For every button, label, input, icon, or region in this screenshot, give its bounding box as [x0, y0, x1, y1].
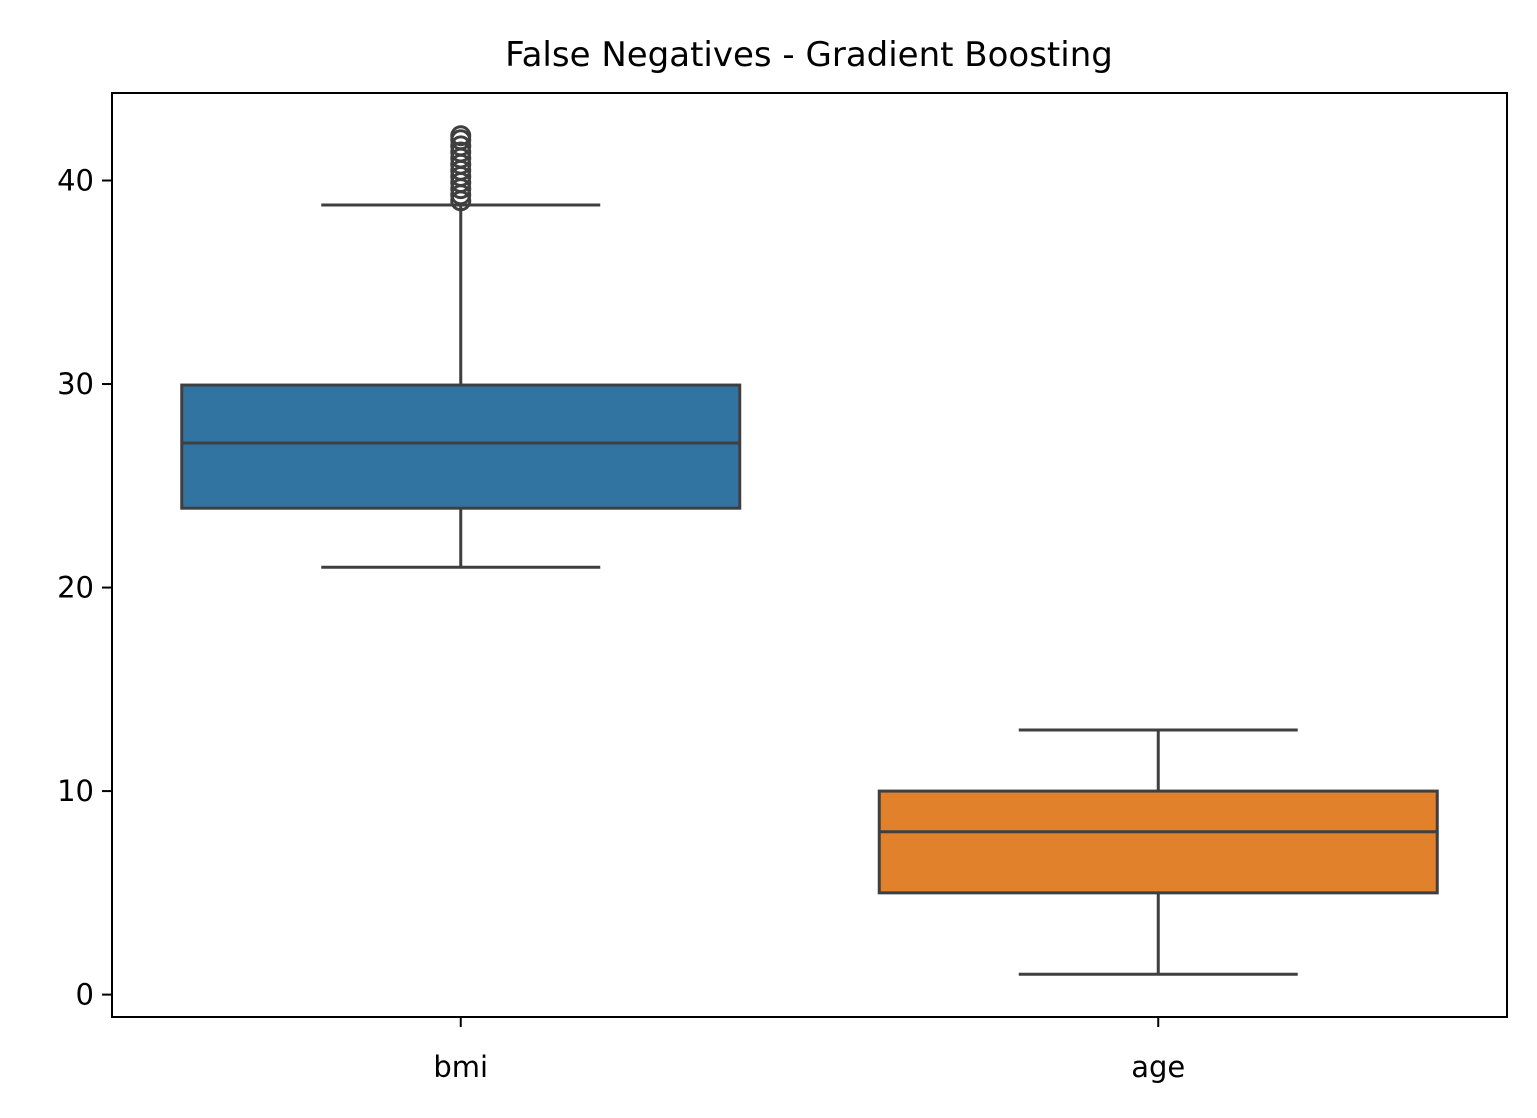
axes-frame — [111, 92, 1508, 1018]
y-tick-label-40: 40 — [57, 164, 94, 198]
outlier-bmi-9 — [450, 135, 472, 157]
y-tick-label-20: 20 — [57, 571, 94, 605]
box-group-age — [877, 728, 1439, 976]
x-tick-label-bmi: bmi — [433, 1050, 488, 1084]
outlier-bmi-8 — [450, 141, 472, 163]
chart-title: False Negatives - Gradient Boosting — [505, 35, 1113, 75]
outlier-bmi-11 — [450, 125, 472, 147]
x-tick-label-age: age — [1131, 1050, 1185, 1084]
y-tick-label-0: 0 — [76, 978, 94, 1012]
y-tick-label-10: 10 — [57, 774, 94, 808]
y-tick-label-30: 30 — [57, 367, 94, 401]
plot-area: 0 10 20 30 40 bmi age — [57, 125, 1439, 1084]
box-group-bmi — [180, 125, 742, 569]
box-age — [877, 789, 1439, 895]
box-bmi — [180, 383, 742, 510]
